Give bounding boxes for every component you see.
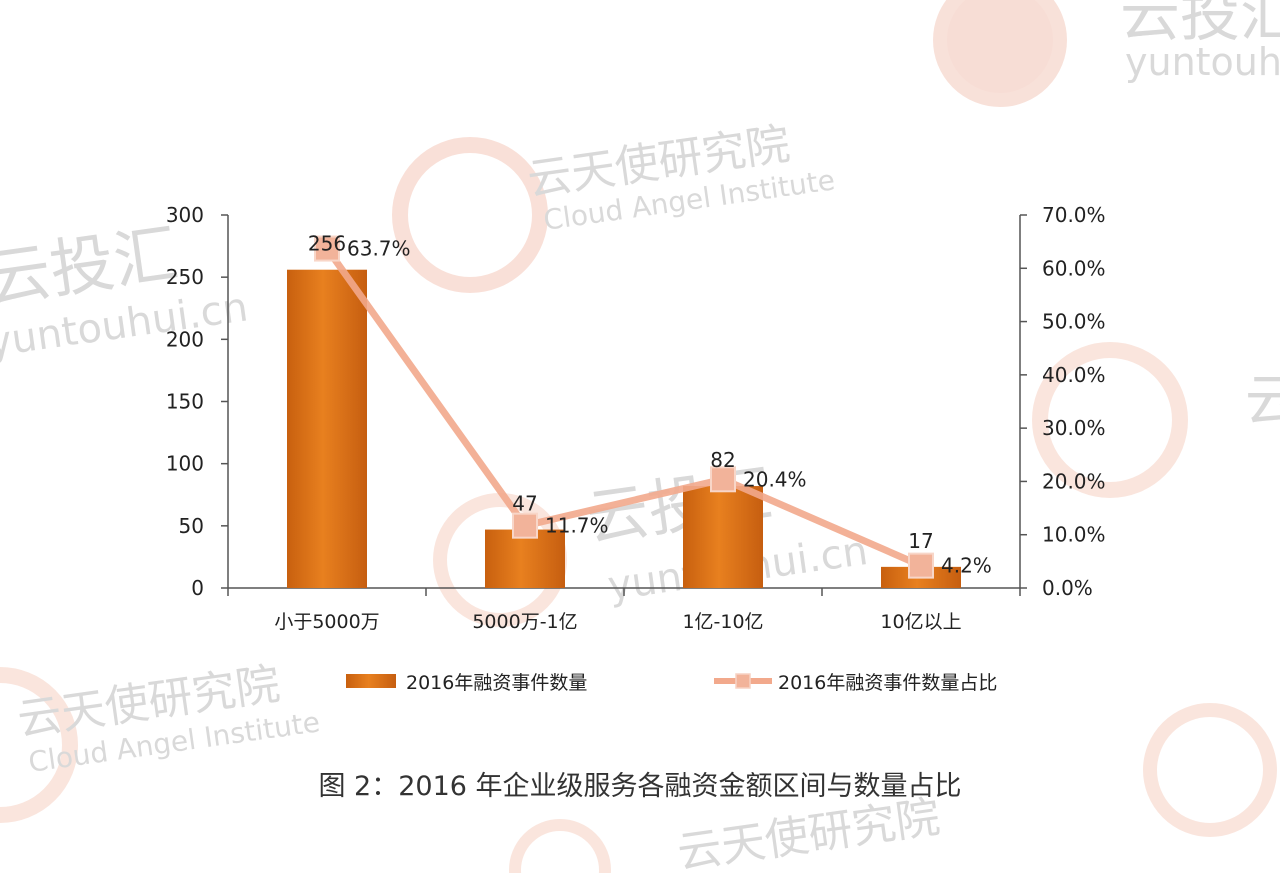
right-axis-tick-label: 10.0% bbox=[1042, 523, 1106, 547]
legend-line-label: 2016年融资事件数量占比 bbox=[778, 672, 997, 694]
line-marker bbox=[512, 512, 538, 539]
watermark-yuntouhui-right: 云投汇 bbox=[1245, 369, 1280, 434]
x-axis-category-label: 10亿以上 bbox=[880, 611, 961, 633]
line-value-label: 11.7% bbox=[545, 514, 609, 538]
left-axis-tick-label: 0 bbox=[191, 576, 204, 600]
figure-caption: 图 2：2016 年企业级服务各融资金额区间与数量占比 bbox=[318, 771, 961, 802]
left-axis-tick-label: 100 bbox=[166, 452, 204, 476]
watermark-yuntouhui-top: 云投汇 bbox=[1120, 0, 1280, 50]
line-marker bbox=[710, 466, 736, 493]
right-axis-tick-label: 30.0% bbox=[1042, 416, 1106, 440]
legend-line-marker bbox=[735, 673, 751, 689]
x-axis-category-label: 5000万-1亿 bbox=[472, 611, 577, 633]
bar bbox=[485, 529, 565, 588]
bar bbox=[683, 486, 763, 588]
right-axis-tick-label: 70.0% bbox=[1042, 203, 1106, 227]
bars bbox=[287, 269, 961, 588]
x-axis-category-label: 小于5000万 bbox=[274, 611, 379, 633]
watermark-yuntouhui-en-top: yuntouhui.cn bbox=[1125, 40, 1280, 84]
bar bbox=[287, 269, 367, 588]
line-value-label: 4.2% bbox=[941, 554, 992, 578]
legend-bar-swatch bbox=[346, 674, 396, 688]
line-path bbox=[324, 246, 923, 569]
line-marker bbox=[908, 552, 934, 579]
legend: 2016年融资事件数量 2016年融资事件数量占比 bbox=[346, 672, 997, 694]
line-marker bbox=[314, 235, 340, 262]
bar-value-label: 47 bbox=[512, 492, 537, 516]
right-axis-tick-label: 20.0% bbox=[1042, 469, 1106, 493]
right-axis-tick-label: 0.0% bbox=[1042, 576, 1093, 600]
bar-value-label: 17 bbox=[908, 529, 933, 553]
legend-bar-label: 2016年融资事件数量 bbox=[406, 672, 587, 694]
left-axis-tick-label: 50 bbox=[179, 514, 204, 538]
x-axis-category-label: 1亿-10亿 bbox=[682, 611, 763, 633]
right-axis-tick-label: 50.0% bbox=[1042, 310, 1106, 334]
right-axis-tick-label: 60.0% bbox=[1042, 256, 1106, 280]
data-labels: 256 47 82 17 63.7% 11.7% 20.4% 4.2% bbox=[308, 232, 992, 578]
line-series bbox=[314, 235, 934, 579]
left-axis-tick-label: 300 bbox=[166, 203, 204, 227]
right-axis-tick-label: 40.0% bbox=[1042, 363, 1106, 387]
left-axis-tick-label: 150 bbox=[166, 390, 204, 414]
line-value-label: 20.4% bbox=[743, 467, 807, 491]
line-value-label: 63.7% bbox=[347, 237, 411, 261]
bar-value-label: 82 bbox=[710, 448, 735, 472]
watermark-cloud-angel-cn-bottom: 云天使研究院 bbox=[674, 792, 943, 873]
left-axis-tick-label: 250 bbox=[166, 265, 204, 289]
left-axis-tick-label: 200 bbox=[166, 327, 204, 351]
axes: 0 50 100 150 200 250 300 0.0% 10.0% 20.0% 30.0% 40.… bbox=[166, 203, 1106, 633]
bar-value-label: 256 bbox=[308, 232, 346, 256]
